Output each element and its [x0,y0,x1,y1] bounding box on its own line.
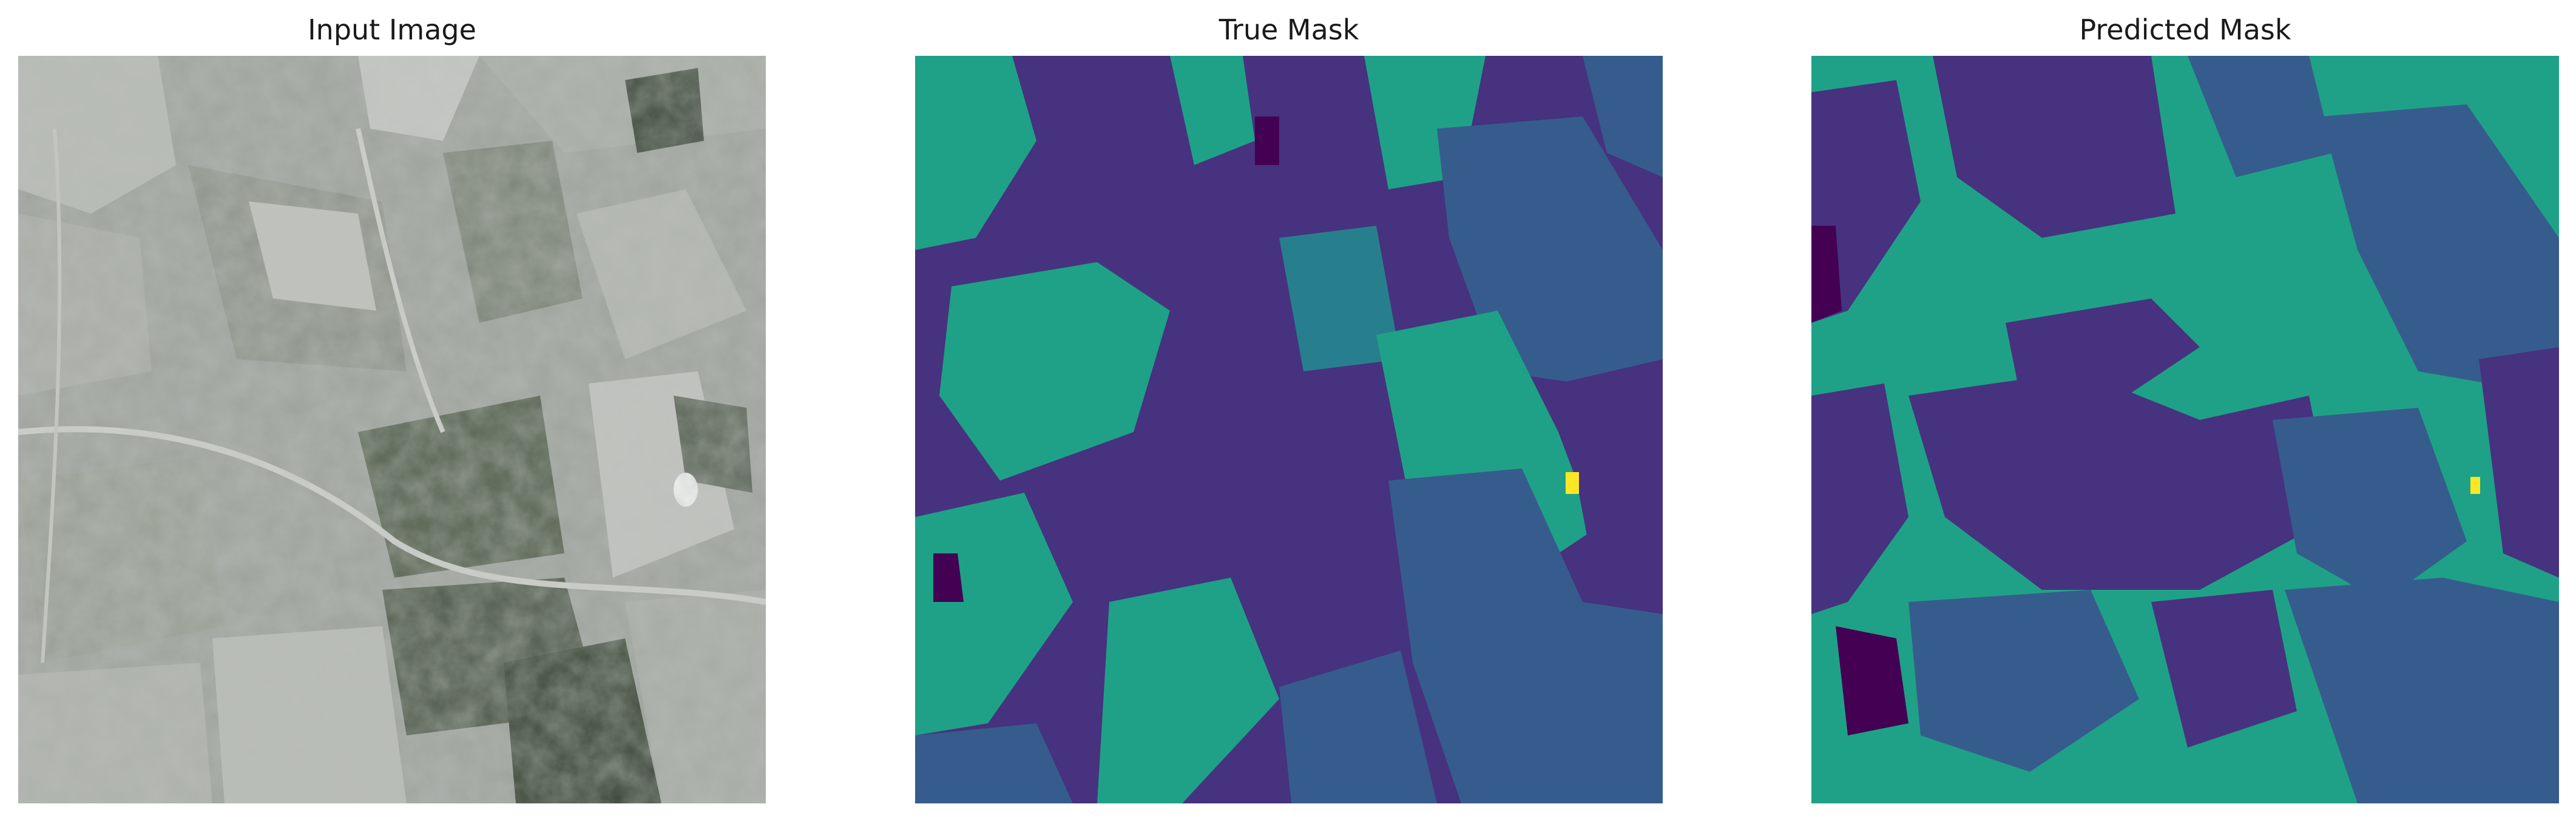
mask-region-blue-teal [1279,226,1401,371]
mask-region-darkest [1836,626,1908,735]
input-image [18,56,766,803]
mask-region-teal [939,262,1170,481]
mask-region-purple [1558,359,1663,602]
mask-region-blue [1908,590,2139,772]
predicted-mask-title: Predicted Mask [2079,13,2291,46]
true-mask [915,56,1663,803]
predicted-mask [1811,56,2559,803]
mask-region-blue [2273,408,2467,602]
mask-region-purple [1811,383,1908,614]
mask-region-blue [1583,56,1663,177]
mask-region-yellow [2470,477,2480,494]
mask-region-purple [1933,56,2175,238]
mask-region-blue [1388,468,1663,803]
predicted-mask-panel: Predicted Mask [1811,0,2559,821]
true-mask-title: True Mask [1219,13,1359,46]
segmentation-mask [1811,56,2559,803]
mask-region-blue [2285,578,2559,803]
mask-region-blue [1279,650,1437,803]
mask-region-teal [915,56,1036,250]
mask-region-darkest [1255,117,1279,165]
mask-region-teal [1097,578,1279,803]
mask-region-teal [1170,56,1255,165]
mask-region-purple [1811,80,1921,323]
mask-region-blue [2188,56,2333,177]
segmentation-mask [915,56,1663,803]
input-image-panel: Input Image [18,0,766,821]
mask-region-purple [2151,590,2297,748]
input-image-title: Input Image [308,13,476,46]
mask-region-darkest [933,553,964,602]
true-mask-panel: True Mask [915,0,1663,821]
mask-region-purple [2006,299,2200,396]
mask-region-purple [1908,371,2333,590]
mask-region-purple [2479,347,2559,578]
mask-region-blue [915,723,1073,803]
mask-region-darkest [1811,226,1842,323]
satellite-image [18,56,766,803]
mask-region-blue [2321,104,2559,396]
mask-region-yellow [1566,472,1579,494]
